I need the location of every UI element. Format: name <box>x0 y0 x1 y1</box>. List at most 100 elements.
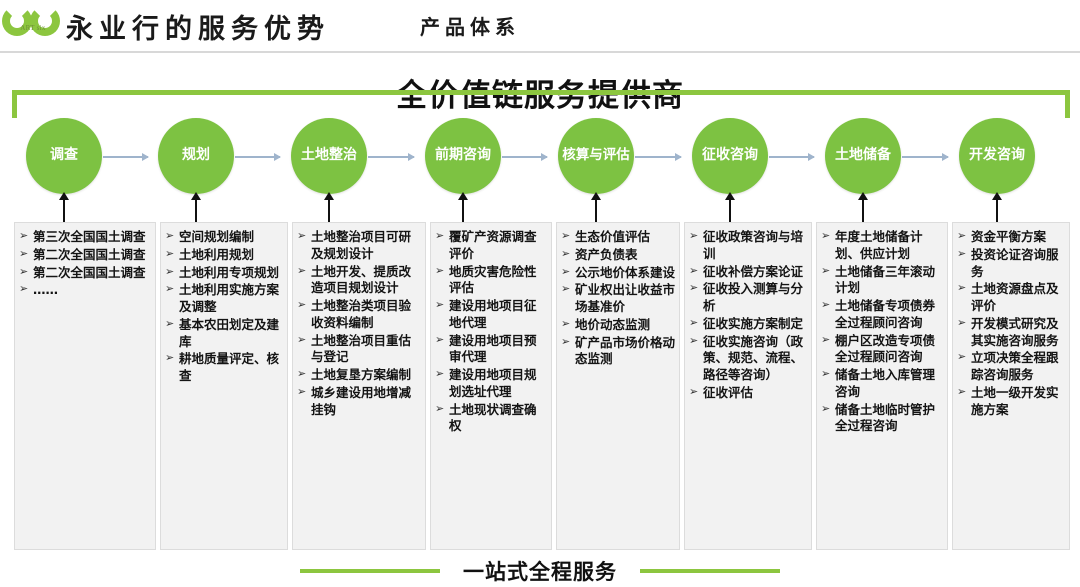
flow-node-7[interactable]: 土地储备 <box>825 118 901 194</box>
page-title: 全价值链服务提供商 <box>396 78 684 114</box>
chevron-right-icon: ➢ <box>297 384 307 398</box>
chevron-right-icon: ➢ <box>435 298 445 311</box>
list-item-label: 棚户区改造专项债全过程顾问咨询 <box>835 332 936 365</box>
list-item-label: 土地整治项目重估与登记 <box>311 332 412 365</box>
chevron-right-icon: ➢ <box>561 229 571 242</box>
list-item-label: 地价动态监测 <box>575 316 651 332</box>
list-item: ➢ 储备土地入库管理咨询 <box>820 367 943 401</box>
chevron-right-icon: ➢ <box>19 229 29 242</box>
list-item: ➢ 征收评估 <box>688 385 807 402</box>
bracket-right-tick <box>1065 90 1070 118</box>
footer-line-right <box>640 569 780 573</box>
list-item-label: 公示地价体系建设 <box>575 264 676 280</box>
list-item: ➢ 第二次全国国土调查 <box>18 247 151 264</box>
list-item-label: 矿产品市场价格动态监测 <box>575 334 676 367</box>
list-item: ➢ 征收补偿方案论证 <box>688 264 807 281</box>
list-item-label: …… <box>33 282 58 298</box>
chevron-right-icon: ➢ <box>165 351 175 365</box>
up-arrow-1 <box>59 192 69 222</box>
list-item: ➢ 土地现状调查确权 <box>434 402 547 436</box>
list-item-label: 征收实施方案制定 <box>703 315 804 331</box>
list-item-label: 投资论证咨询服务 <box>971 246 1059 279</box>
list-item-label: 土地利用实施方案及调整 <box>179 282 280 314</box>
service-list-8: ➢ 资金平衡方案 ➢ 投资论证咨询服务 ➢ 土地资源盘点及评价 ➢ 开发模式研究及其实施咨询服… <box>956 229 1065 418</box>
chevron-right-icon: ➢ <box>957 315 967 329</box>
list-item: ➢ 征收投入测算与分析 <box>688 281 807 315</box>
chevron-right-icon: ➢ <box>821 229 831 242</box>
chevron-right-icon: ➢ <box>297 332 307 346</box>
list-item-label: 土地一级开发实施方案 <box>971 384 1059 417</box>
list-item: ➢ 资产负债表 <box>560 247 675 264</box>
chevron-right-icon: ➢ <box>689 384 699 398</box>
chevron-right-icon: ➢ <box>435 401 445 415</box>
chevron-right-icon: ➢ <box>957 246 967 260</box>
list-item: ➢ 土地开发、提质改造项目规划设计 <box>296 264 421 298</box>
flow-node-1-label: 调查 <box>50 147 78 164</box>
service-column-8: ➢ 资金平衡方案 ➢ 投资论证咨询服务 ➢ 土地资源盘点及评价 ➢ 开发模式研究及其实施咨询服… <box>952 222 1070 550</box>
list-item-label: 建设用地项目规划选址代理 <box>449 367 537 399</box>
list-item-label: 土地整治类项目验收资料编制 <box>311 298 412 330</box>
list-item: ➢ 土地复垦方案编制 <box>296 367 421 384</box>
bracket-left-tick <box>12 90 17 118</box>
flow-node-4[interactable]: 前期咨询 <box>425 118 501 194</box>
list-item-label: 资产负债表 <box>575 246 638 262</box>
connector-3 <box>368 153 415 160</box>
flow-node-6[interactable]: 征收咨询 <box>692 118 768 194</box>
list-item: ➢ 土地整治项目可研及规划设计 <box>296 229 421 263</box>
list-item-label: 土地储备三年滚动计划 <box>835 263 936 296</box>
logo-text: ART six <box>20 24 46 32</box>
chevron-right-icon: ➢ <box>19 264 29 278</box>
list-item: ➢ 第二次全国国土调查 <box>18 265 151 282</box>
flow-node-8[interactable]: 开发咨询 <box>959 118 1035 194</box>
list-item: ➢ 建设用地项目预审代理 <box>434 333 547 367</box>
list-item: ➢ 地质灾害危险性评估 <box>434 264 547 298</box>
list-item: ➢ 空间规划编制 <box>164 229 283 246</box>
list-item: ➢ 城乡建设用地增减挂钩 <box>296 385 421 419</box>
list-item-label: 城乡建设用地增减挂钩 <box>311 384 412 417</box>
chevron-right-icon: ➢ <box>689 281 699 295</box>
list-item: ➢ 土地储备三年滚动计划 <box>820 264 943 298</box>
list-item-label: 土地储备专项债券全过程顾问咨询 <box>835 298 936 330</box>
list-item-label: 空间规划编制 <box>179 229 255 244</box>
chevron-right-icon: ➢ <box>821 401 831 415</box>
chevron-right-icon: ➢ <box>165 316 175 330</box>
chevron-right-icon: ➢ <box>435 263 445 277</box>
list-item-label: 开发模式研究及其实施咨询服务 <box>971 315 1059 348</box>
list-item: ➢ 资金平衡方案 <box>956 229 1065 246</box>
list-item-label: 土地利用规划 <box>179 246 255 262</box>
chevron-right-icon: ➢ <box>561 264 571 278</box>
chevron-right-icon: ➢ <box>561 334 571 348</box>
service-list-7: ➢ 年度土地储备计划、供应计划 ➢ 土地储备三年滚动计划 ➢ 土地储备专项债券全过程顾问咨… <box>820 229 943 435</box>
flow-node-2[interactable]: 规划 <box>158 118 234 194</box>
service-column-2: ➢ 空间规划编制 ➢ 土地利用规划 ➢ 土地利用专项规划 ➢ 土地利用实施方案及调整 ➢ 基本农田… <box>160 222 288 550</box>
chevron-right-icon: ➢ <box>821 332 831 346</box>
up-arrow-3 <box>324 192 334 222</box>
list-item: ➢ 矿产品市场价格动态监测 <box>560 335 675 369</box>
list-item: ➢ 建设用地项目规划选址代理 <box>434 367 547 401</box>
page-footer <box>0 554 1080 587</box>
chevron-right-icon: ➢ <box>957 350 967 364</box>
list-item: ➢ 立项决策全程跟踪咨询服务 <box>956 350 1065 384</box>
list-item: ➢ 土地利用专项规划 <box>164 265 283 282</box>
chevron-right-icon: ➢ <box>165 264 175 278</box>
list-item-label: 第二次全国国土调查 <box>33 246 146 262</box>
footer-line-left <box>300 569 440 573</box>
flow-node-3[interactable]: 土地整治 <box>291 118 367 194</box>
flow-node-4-label: 前期咨询 <box>435 147 491 164</box>
service-column-7: ➢ 年度土地储备计划、供应计划 ➢ 土地储备三年滚动计划 ➢ 土地储备专项债券全过程顾问咨… <box>816 222 948 550</box>
list-item-label: 建设用地项目预审代理 <box>449 332 537 365</box>
logo-ring-left <box>2 6 32 36</box>
header-divider <box>0 51 1080 53</box>
list-item-label: 第三次全国国土调查 <box>33 229 146 244</box>
list-item: ➢ 公示地价体系建设 <box>560 265 675 282</box>
chevron-right-icon: ➢ <box>435 332 445 346</box>
chevron-right-icon: ➢ <box>957 229 967 242</box>
service-column-1: ➢ 第三次全国国土调查 ➢ 第二次全国国土调查 ➢ 第二次全国国土调查 ➢ …… <box>14 222 156 550</box>
list-item-label: 征收实施咨询（政策、规范、流程、路径等咨询） <box>703 333 804 383</box>
flow-node-7-label: 土地储备 <box>835 147 891 164</box>
flow-node-5[interactable]: 核算与评估 <box>558 118 634 194</box>
up-arrow-5 <box>591 192 601 222</box>
flow-node-1[interactable]: 调查 <box>26 118 102 194</box>
list-item-label: 立项决策全程跟踪咨询服务 <box>971 350 1059 382</box>
list-item-label: 生态价值评估 <box>575 229 651 244</box>
